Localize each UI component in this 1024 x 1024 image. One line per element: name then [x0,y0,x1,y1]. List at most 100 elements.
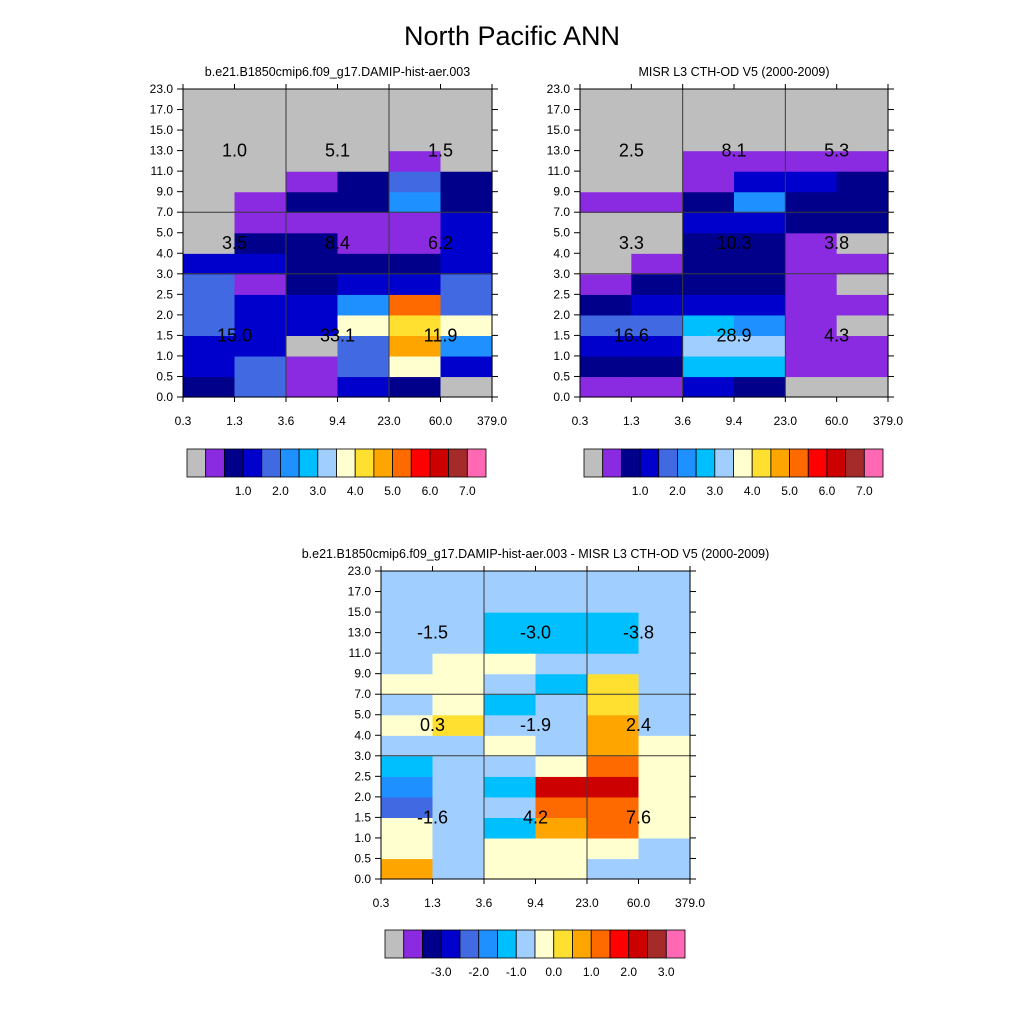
heatmap-cell [785,376,838,398]
heatmap-cell [836,355,889,378]
y-tick-label: 15.0 [547,123,571,137]
colorbar-swatch [403,929,423,959]
group-value-label: 7.6 [626,807,651,827]
heatmap-cell [234,273,287,295]
y-tick-label: 9.0 [553,185,570,199]
y-tick-label: 11.0 [151,164,174,178]
heatmap-cell [484,653,537,675]
heatmap-cell [535,837,588,860]
heatmap-cell [432,632,485,654]
heatmap-cell [337,335,390,357]
heatmap-cell [638,796,691,818]
colorbar-swatch [478,929,498,959]
y-tick-label: 23.0 [547,82,571,96]
x-tick-label: 60.0 [627,896,651,910]
heatmap-cell [183,89,236,111]
y-tick-label: 3.0 [553,267,570,281]
heatmap-cell [484,571,537,593]
heatmap-cell [682,376,735,398]
heatmap-cell [432,776,485,798]
colorbar-swatch [647,929,667,959]
heatmap-cell [734,232,786,254]
heatmap-cell [234,130,287,152]
heatmap-cell [638,632,691,654]
x-tick-label: 0.3 [175,414,192,428]
heatmap-cell [337,376,390,398]
heatmap-cell [631,314,684,336]
x-tick-label: 23.0 [575,896,599,910]
heatmap-cell [638,837,691,860]
heatmap-cell [183,314,236,336]
heatmap-cell [734,314,786,336]
y-tick-label: 9.0 [354,667,371,681]
y-tick-label: 15.0 [348,605,372,619]
group-value-label: 16.6 [614,325,649,345]
heatmap-cell [484,796,537,818]
colorbar-swatch [863,448,884,478]
x-tick-label: 3.6 [278,414,295,428]
y-tick-label: 0.5 [553,369,570,383]
group-value-label: 3.5 [222,233,247,253]
heatmap-cell [580,212,632,234]
group-value-label: -3.0 [520,623,551,643]
heatmap-cell [638,755,691,777]
heatmap-cell [183,232,236,254]
heatmap-cell [381,796,434,818]
heatmap-cell [381,858,434,880]
heatmap-cell [734,294,786,316]
figure-title: North Pacific ANN [404,21,620,51]
heatmap-cell [682,294,735,316]
heatmap-cell [836,89,889,111]
heatmap-cell [389,335,442,357]
colorbar-swatch [677,448,697,478]
heatmap-cell [682,171,735,193]
heatmap-cell [638,714,691,736]
colorbar-label: 2.0 [272,484,289,498]
heatmap-cell [580,273,632,295]
heatmap-cell [682,335,735,357]
y-tick-label: 1.0 [553,349,570,363]
heatmap-cell [580,89,632,111]
colorbar-swatch [205,448,225,478]
heatmap-cell [535,571,588,593]
y-tick-label: 13.0 [547,144,571,158]
x-tick-label: 1.3 [623,414,640,428]
heatmap-cell [682,191,735,213]
colorbar-swatch [620,448,641,478]
colorbar-swatch [373,448,393,478]
heatmap-cell [638,858,691,880]
heatmap-cell [535,817,588,839]
y-tick-label: 17.0 [547,103,571,117]
colorbar-swatch [733,448,753,478]
group-value-label: 8.4 [325,233,350,253]
colorbar-swatch [223,448,244,478]
heatmap-cell [234,294,287,316]
heatmap-cell [587,694,640,716]
x-tick-label: 3.6 [674,414,691,428]
group-value-label: 6.2 [428,233,453,253]
heatmap-panel-2: MISR L3 CTH-OD V5 (2000-2009) 0.3 1.3 3.6 9.… [547,65,904,498]
heatmap-cell [337,253,390,275]
group-value-label: -1.9 [520,715,551,735]
heatmap-cell [734,376,786,398]
panels: b.e21.B1850cmip6.f09_g17.DAMIP-hist-aer.… [150,65,904,979]
heatmap-cell [580,314,632,336]
heatmap-cell [432,653,485,675]
heatmap-cell [785,191,838,213]
heatmap-cell [535,776,588,798]
heatmap-cell [389,171,442,193]
heatmap-cell [535,673,588,695]
heatmap-cell [836,253,889,275]
heatmap-cell [535,653,588,675]
heatmap-cell [484,673,537,695]
heatmap-cell [389,212,442,234]
colorbar-label: -2.0 [468,965,489,979]
heatmap-cell [682,150,735,172]
heatmap-cell [234,376,287,398]
heatmap-cell [183,130,236,152]
heatmap-cell [286,191,339,213]
heatmap-cell [234,212,287,234]
heatmap-cell [381,694,434,716]
heatmap-cell [381,673,434,695]
